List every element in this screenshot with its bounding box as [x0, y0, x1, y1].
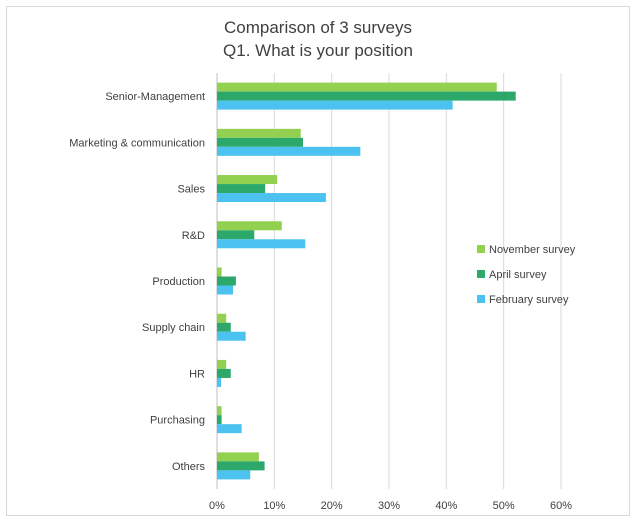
x-tick-label: 60%: [550, 500, 572, 512]
bar: [217, 82, 497, 92]
legend-swatch: [477, 295, 485, 303]
bar: [217, 128, 301, 138]
bar: [217, 239, 306, 249]
bar: [217, 100, 453, 110]
category-label: Purchasing: [150, 415, 205, 427]
x-tick-label: 30%: [378, 500, 400, 512]
x-tick-label: 20%: [321, 500, 343, 512]
survey-comparison-chart: Comparison of 3 surveys Q1. What is your…: [69, 18, 576, 512]
bar: [217, 470, 251, 480]
x-tick-label: 0%: [209, 500, 225, 512]
bar: [217, 184, 266, 194]
bar: [217, 406, 222, 416]
chart-title-line-2: Q1. What is your position: [223, 41, 413, 60]
bar: [217, 230, 255, 240]
legend: November survey April survey February surv…: [477, 244, 576, 306]
legend-swatch: [477, 270, 485, 278]
bar: [217, 137, 303, 147]
chart-title: Comparison of 3 surveys Q1. What is your…: [223, 18, 413, 60]
bar: [217, 313, 227, 323]
legend-label: April survey: [489, 269, 547, 281]
bar: [217, 461, 265, 471]
category-label: R&D: [182, 230, 205, 242]
bar: [217, 221, 282, 231]
chart-title-line-1: Comparison of 3 surveys: [224, 18, 412, 37]
bar: [217, 331, 246, 341]
category-label: Sales: [177, 184, 205, 196]
category-label: Senior-Management: [105, 91, 205, 103]
x-tick-label: 50%: [493, 500, 515, 512]
x-tick-label: 10%: [263, 500, 285, 512]
bars: [217, 82, 516, 480]
category-labels: Senior-Management Marketing & communicati…: [69, 91, 205, 473]
bar: [217, 91, 516, 101]
bar: [217, 377, 222, 387]
category-label: Marketing & communication: [69, 137, 205, 149]
category-label: Production: [152, 276, 205, 288]
bar: [217, 146, 361, 156]
x-tick-label: 40%: [435, 500, 457, 512]
bar: [217, 359, 227, 369]
bar: [217, 285, 234, 295]
legend-label: November survey: [489, 244, 576, 256]
bar: [217, 368, 231, 378]
bar: [217, 276, 236, 286]
bar: [217, 415, 222, 425]
legend-label: February survey: [489, 294, 569, 306]
bar: [217, 452, 259, 462]
legend-swatch: [477, 245, 485, 253]
category-label: HR: [189, 368, 205, 380]
category-label: Supply chain: [142, 322, 205, 334]
bar: [217, 193, 326, 203]
category-label: Others: [172, 461, 206, 473]
x-axis-tick-labels: 0% 10% 20% 30% 40% 50% 60%: [209, 500, 572, 512]
bar: [217, 322, 231, 332]
bar: [217, 424, 242, 434]
bar: [217, 175, 278, 185]
chart-frame: Comparison of 3 surveys Q1. What is your…: [6, 6, 630, 516]
bar: [217, 267, 222, 277]
